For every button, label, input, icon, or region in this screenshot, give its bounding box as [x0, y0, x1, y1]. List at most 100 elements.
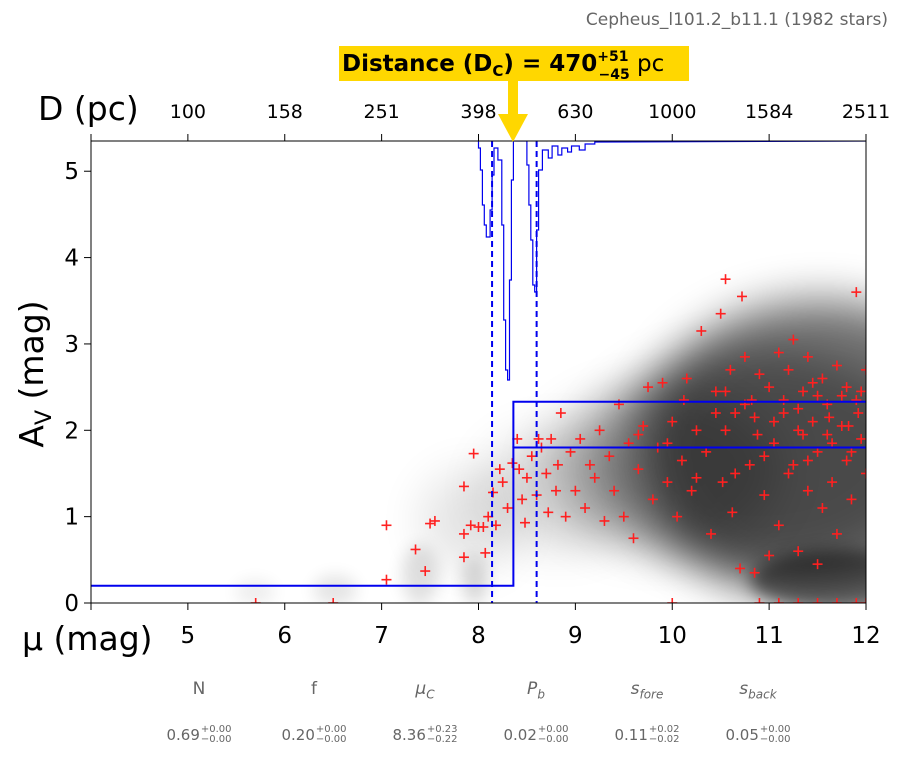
- star-point: [749, 412, 760, 423]
- star-point: [667, 598, 678, 603]
- star-point: [788, 334, 799, 345]
- star-point: [824, 412, 835, 423]
- star-point: [773, 598, 784, 603]
- star-point: [633, 429, 644, 440]
- banner-sub: C: [492, 62, 503, 80]
- star-point: [764, 382, 775, 393]
- star-point: [807, 416, 818, 427]
- star-point: [328, 598, 339, 603]
- x-tick-label: 8: [471, 623, 486, 649]
- star-point: [575, 433, 586, 444]
- x-axis: 5 6 7 8 9 10 11 12: [90, 603, 881, 649]
- posterior-histogram-tail: [526, 141, 866, 293]
- star-point: [570, 485, 581, 496]
- param-name: μC: [415, 679, 435, 702]
- star-point: [676, 455, 687, 466]
- star-point: [783, 364, 794, 375]
- star-point: [759, 451, 770, 462]
- star-point: [594, 425, 605, 436]
- banner-arrow-shaft: [508, 81, 518, 116]
- param-value: 0.02 +0.00 −0.00: [503, 724, 569, 745]
- star-point: [773, 347, 784, 358]
- star-point: [841, 382, 852, 393]
- star-point: [526, 451, 537, 462]
- star-point: [851, 598, 862, 603]
- star-point: [759, 490, 770, 501]
- y-tick-label: 4: [64, 246, 79, 272]
- star-point: [672, 511, 683, 522]
- star-point: [822, 429, 833, 440]
- star-point: [696, 325, 707, 336]
- star-point: [480, 547, 491, 558]
- y-tick-label: 0: [64, 591, 79, 617]
- banner-unit: pc: [630, 51, 665, 77]
- y-tick-label: 3: [64, 332, 79, 358]
- star-point: [560, 511, 571, 522]
- star-point: [856, 386, 866, 397]
- star-point: [657, 377, 668, 388]
- star-point: [831, 598, 842, 603]
- star-point: [846, 494, 857, 505]
- star-point: [793, 425, 804, 436]
- x-tick-label: 6: [277, 623, 292, 649]
- star-point: [717, 477, 728, 488]
- star-point: [662, 477, 673, 488]
- top-tick-label: 630: [557, 101, 593, 123]
- star-point: [691, 472, 702, 483]
- star-point: [546, 433, 557, 444]
- param-value: 0.69 +0.00 −0.00: [166, 724, 232, 745]
- star-point: [647, 494, 658, 505]
- star-point: [861, 364, 866, 375]
- star-point: [681, 373, 692, 384]
- star-point: [514, 464, 525, 475]
- star-point: [720, 386, 731, 397]
- param-value: 0.20 +0.00 −0.00: [281, 724, 347, 745]
- star-point: [551, 485, 561, 496]
- star-point: [853, 408, 864, 419]
- x-tick-label: 10: [658, 623, 687, 649]
- star-point: [458, 481, 469, 492]
- star-point: [497, 477, 508, 488]
- star-point: [739, 351, 750, 362]
- star-point: [817, 503, 828, 514]
- star-point: [678, 395, 689, 406]
- density-map: [235, 300, 866, 603]
- star-point: [793, 403, 804, 414]
- star-point: [710, 408, 721, 419]
- star-point: [410, 544, 421, 555]
- top-tick-label: 100: [170, 101, 206, 123]
- y-axis: 0 1 2 3 4 5: [64, 159, 91, 617]
- star-point: [861, 468, 866, 479]
- star-point: [778, 395, 789, 406]
- star-point: [599, 515, 610, 526]
- star-point: [381, 520, 392, 531]
- star-point: [754, 369, 765, 380]
- star-point: [831, 528, 842, 539]
- y-tick-label: 5: [64, 159, 79, 185]
- star-point: [817, 373, 828, 384]
- top-axis: 100 158 251 398 630 1000 1584 2511: [90, 101, 890, 141]
- star-point: [710, 386, 721, 397]
- param-name: f: [311, 679, 317, 699]
- y-tick-label: 1: [64, 505, 79, 531]
- star-point: [798, 429, 809, 440]
- star-point: [727, 507, 738, 518]
- banner-label: Distance (D: [342, 51, 492, 77]
- star-point: [778, 408, 789, 419]
- top-tick-label: 1000: [648, 101, 696, 123]
- star-point: [737, 291, 747, 302]
- star-point: [494, 464, 505, 475]
- star-point: [468, 448, 479, 459]
- y-axis-label: AV (mag): [12, 300, 57, 447]
- star-point: [827, 477, 838, 488]
- star-point: [851, 287, 862, 298]
- banner-box: [339, 46, 689, 81]
- star-point: [465, 520, 476, 531]
- param-name: sfore: [630, 679, 664, 702]
- star-point: [802, 485, 813, 496]
- top-tick-label: 2511: [842, 101, 890, 123]
- star-point: [458, 528, 469, 539]
- star-point: [802, 351, 813, 362]
- chart-title: Cepheus_l101.2_b11.1 (1982 stars): [586, 10, 888, 30]
